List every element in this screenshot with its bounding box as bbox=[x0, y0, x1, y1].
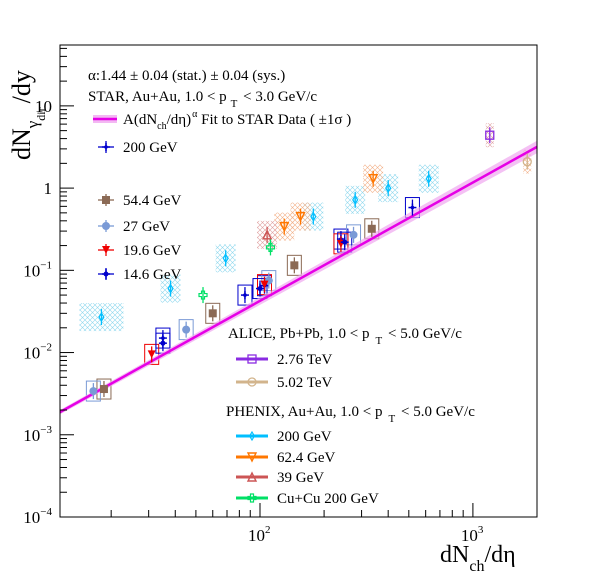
data-point bbox=[340, 237, 349, 248]
series-boxes-phenix-8 bbox=[274, 164, 384, 241]
legend-label: 2.76 TeV bbox=[277, 352, 333, 368]
series-phenix-8 bbox=[279, 170, 379, 235]
legend-label: 62.4 GeV bbox=[277, 450, 335, 466]
series-phenix-7 bbox=[98, 170, 432, 326]
legend-entry-star: 19.6 GeV bbox=[98, 243, 181, 259]
data-point bbox=[265, 242, 276, 253]
data-points bbox=[89, 127, 532, 400]
legend-entry-phenix: Cu+Cu 200 GeV bbox=[236, 491, 379, 507]
data-point bbox=[385, 182, 392, 194]
sys-box bbox=[96, 378, 112, 400]
series-star-4 bbox=[158, 234, 349, 352]
data-point bbox=[255, 283, 264, 294]
data-point bbox=[522, 156, 532, 167]
legend-entry-alice: 2.76 TeV bbox=[236, 352, 333, 368]
legend-entry-star: 27 GeV bbox=[98, 219, 170, 235]
series-alice-5 bbox=[485, 127, 495, 144]
x-tick-label: 103 bbox=[461, 524, 484, 545]
legend-label: 39 GeV bbox=[277, 470, 324, 486]
data-point bbox=[89, 387, 98, 396]
plot-frame bbox=[59, 44, 538, 518]
y-tick-label: 1 bbox=[44, 179, 53, 198]
data-point bbox=[167, 283, 174, 294]
data-point bbox=[352, 194, 359, 205]
legend-entry-alice: 5.02 TeV bbox=[236, 375, 333, 391]
fit-line bbox=[59, 145, 538, 414]
data-point bbox=[158, 338, 167, 349]
data-point bbox=[368, 174, 379, 185]
data-point bbox=[198, 290, 208, 300]
x-axis-label: dNch/dη bbox=[440, 542, 516, 572]
x-tick-label: 102 bbox=[248, 524, 271, 545]
sys-box bbox=[286, 254, 302, 276]
legend-entry-star: 14.6 GeV bbox=[98, 267, 181, 283]
data-point bbox=[408, 203, 417, 212]
legend-entry-phenix: 62.4 GeV bbox=[236, 450, 335, 466]
data-point bbox=[208, 309, 217, 318]
data-point bbox=[99, 385, 108, 394]
axes: 102 103 10−4 10−3 10−2 10−1 1 10 bbox=[23, 47, 538, 545]
annotations: α:1.44 ± 0.04 (stat.) ± 0.04 (sys.) STAR… bbox=[88, 68, 475, 425]
sys-box bbox=[261, 270, 277, 292]
data-point bbox=[295, 211, 306, 223]
y-tick-label: 10−2 bbox=[23, 342, 52, 363]
alpha-annotation: α:1.44 ± 0.04 (stat.) ± 0.04 (sys.) bbox=[88, 68, 285, 84]
legend-label: 14.6 GeV bbox=[123, 267, 181, 283]
data-point bbox=[290, 261, 299, 270]
series-phenix-10 bbox=[198, 239, 276, 304]
legend-label: Cu+Cu 200 GeV bbox=[277, 491, 379, 507]
legend-entry-star: 200 GeV bbox=[98, 140, 178, 156]
data-point bbox=[182, 325, 191, 334]
data-point bbox=[98, 311, 105, 323]
power-law-fit bbox=[59, 140, 538, 415]
data-point bbox=[260, 280, 269, 289]
data-point bbox=[240, 291, 249, 300]
data-point bbox=[367, 224, 376, 233]
data-point bbox=[310, 211, 317, 222]
series-star-1 bbox=[99, 220, 376, 398]
y-axis-label: dNγdir/dy bbox=[7, 70, 48, 160]
data-point bbox=[279, 221, 290, 233]
legend-label: 5.02 TeV bbox=[277, 375, 333, 391]
data-point bbox=[222, 253, 229, 264]
data-point bbox=[425, 173, 432, 184]
fit-legend-label: A(dNch/dη)α Fit to STAR Data ( ±1σ ) bbox=[123, 109, 351, 132]
legend-label: 19.6 GeV bbox=[123, 243, 181, 259]
series-phenix-9 bbox=[261, 226, 273, 243]
data-point bbox=[147, 350, 156, 359]
legends: 200 GeV 54.4 GeV 27 GeV 19.6 GeV 14.6 GeV 2.7… bbox=[93, 115, 379, 507]
y-tick-label: 10−4 bbox=[23, 506, 52, 527]
data-point bbox=[261, 229, 273, 240]
y-tick-label: 10−1 bbox=[23, 259, 52, 280]
data-point bbox=[485, 130, 495, 140]
legend-entry-phenix: 200 GeV bbox=[236, 429, 332, 445]
legend-label: 200 GeV bbox=[277, 429, 332, 445]
legend-label: 27 GeV bbox=[123, 219, 170, 235]
y-tick-label: 10−3 bbox=[23, 424, 52, 445]
sys-box bbox=[237, 284, 253, 306]
legend-label: 200 GeV bbox=[123, 140, 178, 156]
legend-label: 54.4 GeV bbox=[123, 193, 181, 209]
series-alice-6 bbox=[522, 153, 532, 170]
data-point bbox=[349, 230, 358, 239]
sys-box bbox=[205, 302, 221, 324]
legend-entry-star: 54.4 GeV bbox=[98, 193, 181, 209]
y-tick-label: 10 bbox=[35, 97, 52, 116]
legend-entry-phenix: 39 GeV bbox=[236, 470, 324, 486]
